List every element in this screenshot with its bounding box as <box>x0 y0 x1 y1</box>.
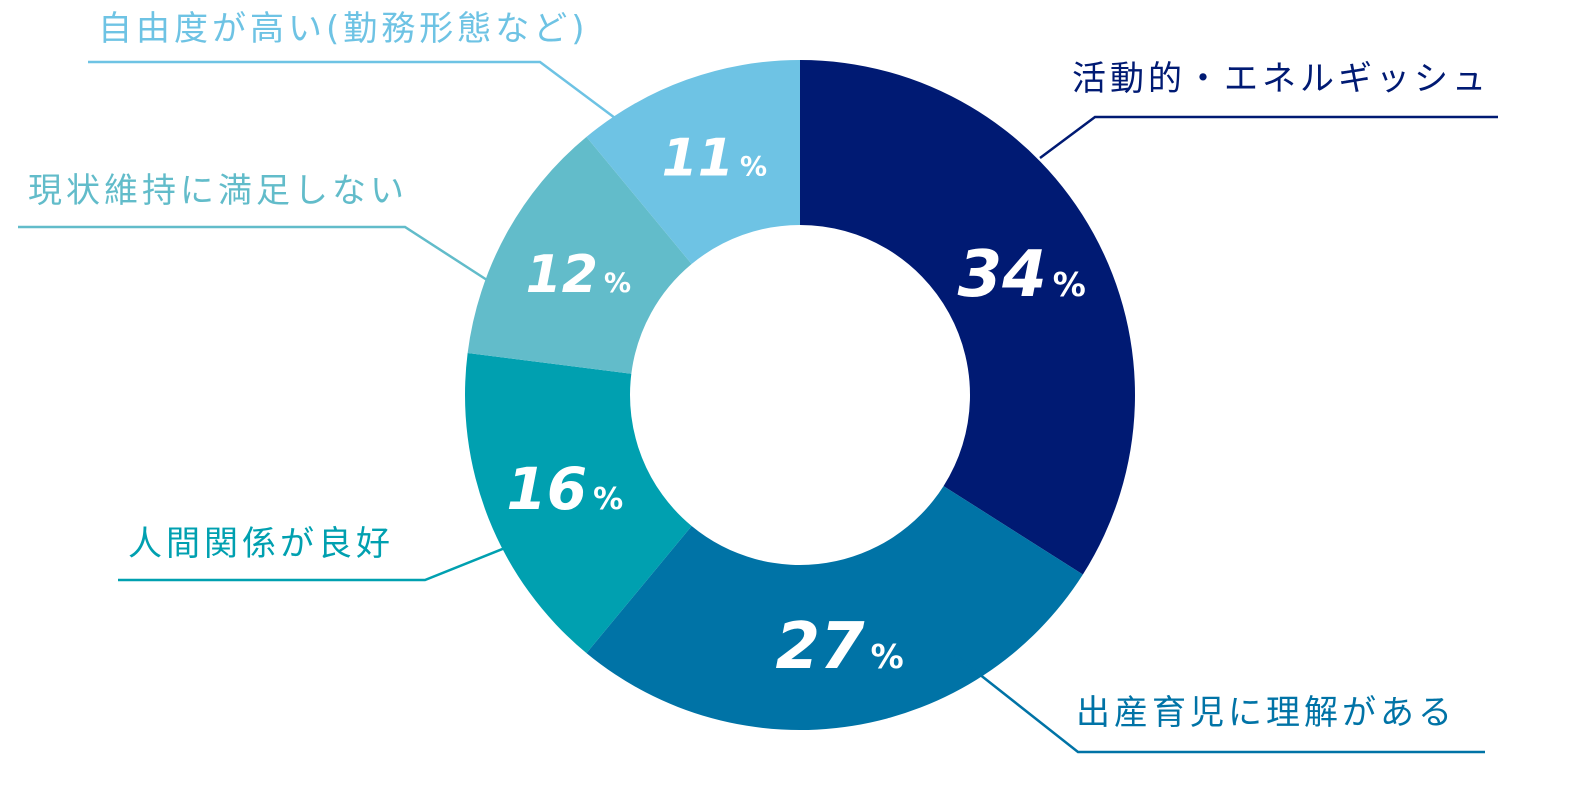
slice-value-label: 34% <box>958 238 1086 312</box>
leader-line <box>18 225 488 282</box>
slice-value-number: 34 <box>958 238 1047 312</box>
slice-value-number: 12 <box>526 245 598 305</box>
slice-category-label: 活動的・エネルギッシュ <box>1072 59 1490 99</box>
slice-value-label: 27% <box>776 610 904 684</box>
slice-category-label: 現状維持に満足しない <box>28 171 408 211</box>
slice-value-number: 11 <box>662 129 734 189</box>
leader-line <box>118 538 526 582</box>
slice-category-label: 人間関係が良好 <box>128 524 394 564</box>
donut-slice <box>467 136 692 374</box>
slice-value-number: 16 <box>506 455 587 523</box>
donut-slice <box>586 60 800 265</box>
leader-line <box>88 60 616 120</box>
slice-percent-sign: % <box>740 152 767 183</box>
donut-slice <box>800 60 1135 575</box>
slice-percent-sign: % <box>871 637 904 676</box>
slice-category-label: 自由度が高い(勤務形態など) <box>98 9 589 49</box>
slice-percent-sign: % <box>1053 265 1086 304</box>
slice-percent-sign: % <box>604 268 631 299</box>
leader-line <box>1039 115 1498 160</box>
donut-slice <box>586 486 1083 731</box>
leader-line <box>954 654 1485 754</box>
slice-value-number: 27 <box>776 610 866 684</box>
slice-value-label: 11% <box>662 129 767 189</box>
slice-category-label: 出産育児に理解がある <box>1076 693 1456 733</box>
donut-slice <box>464 353 692 654</box>
slice-value-label: 16% <box>506 455 623 523</box>
slice-value-label: 12% <box>526 245 631 305</box>
slice-percent-sign: % <box>593 482 623 517</box>
